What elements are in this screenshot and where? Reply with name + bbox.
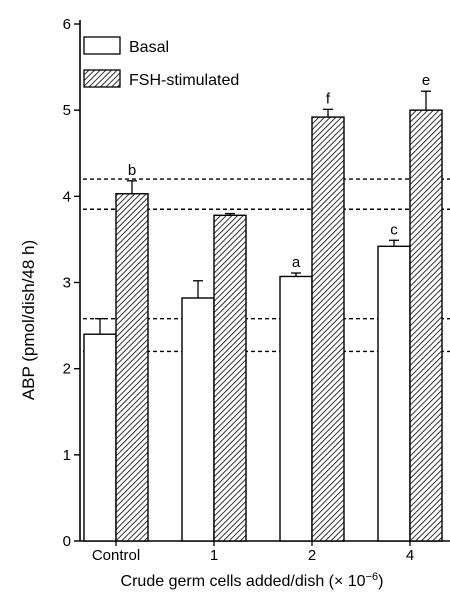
y-tick-label: 6 [63,16,71,33]
y-tick-label: 3 [63,275,71,292]
y-tick-label: 0 [63,533,71,550]
reference-lines [83,178,450,353]
legend-label: FSH-stimulated [129,72,239,89]
legend: Basal FSH-stimulated [83,36,239,89]
x-tick-label: Control [92,547,140,564]
bar [311,116,345,542]
significance-label: a [292,254,301,271]
y-tick-label: 1 [63,447,71,464]
bar [83,333,117,542]
bar [409,109,443,542]
x-tick-label: 4 [406,547,414,564]
y-tick-label: 5 [63,102,71,119]
significance-label: e [422,72,430,89]
significance-label: f [326,90,331,107]
y-tick-label: 4 [63,188,71,205]
significance-label: c [390,221,398,238]
bar [115,193,149,542]
x-axis-label: Crude germ cells added/dish (× 10−6) [121,571,384,590]
x-axis-label-exponent: −6 [366,571,379,583]
legend-swatch [83,69,121,88]
bar [181,297,215,542]
significance-label: b [128,162,136,179]
bars: b Control 1 a f 2 c e 4 [83,72,443,564]
y-tick-label: 2 [63,361,71,378]
bar [377,245,411,542]
x-axis-label-close: ) [378,573,383,590]
x-tick-label: 1 [210,547,218,564]
bar [279,275,313,542]
legend-swatch [83,36,121,55]
bar [213,214,247,542]
y-axis-label: ABP (pmol/dish/48 h) [19,240,38,400]
legend-label: Basal [129,39,169,56]
x-tick-label: 2 [308,547,316,564]
